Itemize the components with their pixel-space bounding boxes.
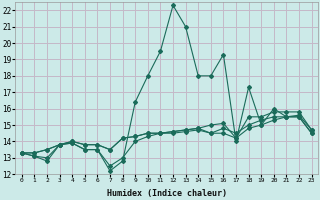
X-axis label: Humidex (Indice chaleur): Humidex (Indice chaleur) — [107, 189, 227, 198]
